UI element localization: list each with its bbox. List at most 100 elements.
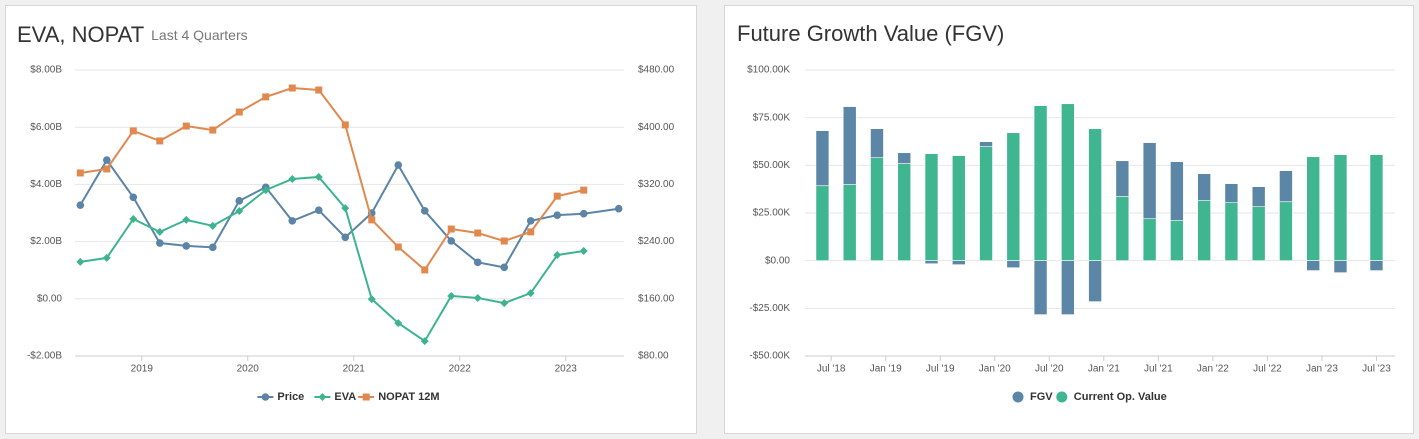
marker [394,243,402,251]
bar [870,128,884,159]
y-tick-label: $8.00B [30,65,62,76]
bar [1006,132,1021,261]
marker [318,393,327,401]
x-tick-label: Jan '21 [1088,364,1120,375]
y2-tick-label: $160.00 [638,293,675,304]
marker [76,169,84,177]
marker [580,186,588,194]
bar [1061,103,1075,261]
series-line [80,87,584,272]
marker [474,229,482,237]
marker [553,192,561,200]
legend-label: Current Op. Value [1074,391,1167,403]
bar [979,141,993,147]
x-tick-label: 2020 [237,364,260,375]
x-tick-label: Jan '19 [870,364,902,375]
bar [1033,105,1048,261]
y-tick-label: $2.00B [30,236,62,247]
marker [473,293,482,302]
bar [1369,260,1384,271]
marker [155,227,164,236]
y2-tick-label: $320.00 [638,179,675,190]
marker [447,225,455,233]
marker [362,393,370,401]
legend-label: FGV [1030,391,1053,403]
bar [979,146,993,261]
bar [1170,220,1184,261]
marker [500,263,509,272]
marker [527,228,535,236]
marker [235,108,243,116]
bar [951,155,966,261]
legend-label: Price [277,391,304,403]
chart-title: EVA, NOPAT [17,22,144,47]
bar [897,152,912,164]
x-tick-label: Jan '20 [979,364,1011,375]
bar [924,153,939,261]
marker [235,197,244,205]
marker [553,251,562,260]
x-tick-label: Jan '23 [1306,364,1338,375]
y-tick-label: -$2.00B [27,351,62,362]
marker [155,239,164,247]
bar [1170,161,1184,221]
bar [951,260,966,265]
y-tick-label: $25.00K [753,208,791,219]
y-tick-label: $6.00B [30,122,62,133]
legend-label: NOPAT 12M [378,391,439,403]
marker [76,201,85,209]
bar [924,260,939,265]
marker [526,217,535,225]
marker [420,337,429,346]
bar [1197,173,1211,201]
marker [314,172,323,181]
marker [341,204,350,213]
marker [1012,391,1024,403]
marker [102,156,111,164]
x-tick-label: Jul '19 [926,364,955,375]
marker [288,217,297,225]
bar [1279,170,1293,203]
bar [1088,128,1102,261]
marker [500,237,508,245]
marker [103,165,111,173]
marker [235,206,244,215]
x-tick-label: Jul '22 [1253,364,1282,375]
marker [526,289,535,298]
marker [314,206,323,214]
y-tick-label: $4.00B [30,179,62,190]
chart-subtitle: Last 4 Quarters [151,27,248,43]
marker [208,221,217,230]
bar [1251,186,1266,208]
y2-tick-label: $80.00 [638,351,669,362]
marker [394,161,403,169]
bar [870,157,884,261]
marker [341,121,349,129]
marker [262,93,270,101]
bar [1306,156,1321,261]
bar [1142,218,1157,261]
chart-title: Future Growth Value (FGV) [737,21,1004,46]
marker [553,211,562,219]
bar [1197,200,1211,261]
bar [1333,260,1348,273]
y2-tick-label: $480.00 [638,65,675,76]
bar [1115,196,1130,261]
marker [261,186,270,195]
bar [1369,154,1384,261]
marker [421,266,429,274]
marker [182,122,190,130]
bar [1306,260,1321,271]
marker [341,233,350,242]
marker [579,209,588,218]
y2-tick-label: $400.00 [638,122,675,133]
x-tick-label: 2022 [449,364,472,375]
marker [420,207,429,215]
x-tick-label: Jul '23 [1362,364,1391,375]
marker [315,86,323,94]
marker [447,291,456,300]
bar [815,130,830,187]
marker [579,247,588,256]
bar [1333,154,1348,261]
bar [1033,260,1048,315]
